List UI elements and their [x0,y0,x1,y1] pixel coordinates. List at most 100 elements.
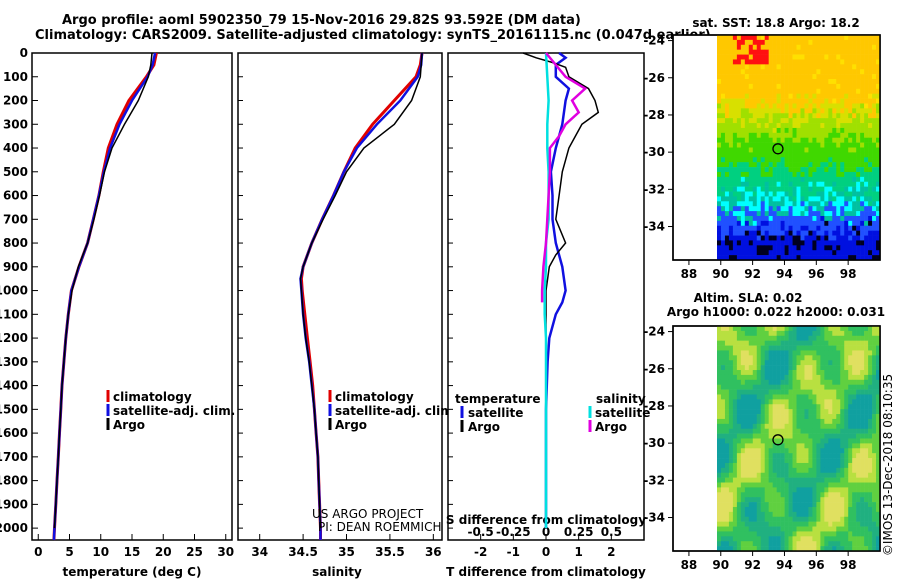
map-cell [760,345,766,351]
map-cell [796,157,801,163]
map-cell [744,345,750,351]
map-cell [812,39,817,46]
map-cell [756,196,762,202]
map-cell [824,59,829,65]
map-cell [717,443,722,449]
map-cell [720,152,726,158]
map-cell [768,54,773,60]
map-cell [872,492,877,498]
map-cell [836,118,841,124]
map-cell [732,220,738,227]
map-cell [744,230,750,236]
map-cell [844,546,849,552]
map-cell [816,240,821,246]
map-cell [772,443,777,449]
map-cell [792,492,797,498]
map-cell [732,384,738,390]
map-cell [836,245,841,251]
map-cell [784,132,789,139]
map-cell [836,215,841,222]
map-cell [816,54,821,60]
map-cell [772,404,777,410]
map-cell [740,137,746,143]
map-cell [717,360,722,366]
map-cell [776,355,781,361]
map-cell [736,546,742,552]
map-cell [828,458,833,464]
map-cell [780,142,785,148]
map-cell [844,330,849,337]
map-cell [860,462,865,469]
map-cell [864,458,869,464]
map-cell [768,350,773,356]
map-cell [812,123,817,129]
map-cell [764,423,769,430]
map-cell [856,394,861,400]
map-cell [816,142,821,148]
map-cell [804,511,809,518]
map-cell [792,74,797,80]
map-cell [744,186,750,192]
map-cell [848,186,853,192]
map-cell [760,35,766,41]
map-cell [836,250,841,256]
map-cell [800,335,805,341]
map-cell [772,365,777,371]
map-cell [728,171,734,178]
map-cell [808,433,813,439]
map-cell [748,487,754,493]
map-cell [836,59,841,65]
map-cell [752,374,758,381]
map-cell [740,536,746,542]
map-cell [844,409,849,415]
map-cell [736,64,742,70]
map-cell [728,49,734,55]
map-cell [772,108,777,114]
map-cell [820,536,825,542]
map-cell [844,365,849,371]
map-cell [724,531,730,537]
map-cell [724,69,730,75]
map-cell [876,502,881,508]
map-cell [832,225,837,231]
map-cell [868,255,873,261]
map-cell [760,191,766,197]
map-cell [732,506,738,513]
map-cell [836,370,841,376]
map-cell [724,330,730,337]
map-cell [828,39,833,46]
map-cell [820,477,825,483]
map-cell [828,69,833,75]
map-cell [776,350,781,356]
map-cell [748,355,754,361]
map-cell [844,448,849,454]
map-cell [760,374,766,381]
map-cell [872,394,877,400]
map-cell [728,88,734,94]
depth-tick-label: 1500 [0,402,28,416]
map-cell [756,162,762,168]
map-cell [844,462,849,469]
map-cell [832,147,837,153]
map-cell [864,230,869,236]
map-cell [792,326,797,332]
map-cell [720,521,726,527]
map-cell [740,171,746,178]
map-cell [744,414,750,420]
map-cell [804,384,809,390]
map-cell [792,240,797,246]
map-cell [756,482,762,488]
map-cell [872,98,877,104]
map-cell [872,74,877,80]
map-cell [732,191,738,197]
map-cell [872,79,877,85]
map-cell [836,108,841,114]
map-cell [864,215,869,222]
map-cell [808,472,813,478]
map-cell [768,162,773,168]
map-cell [744,35,750,41]
map-cell [788,345,793,351]
map-cell [744,467,750,474]
map-cell [792,44,797,50]
